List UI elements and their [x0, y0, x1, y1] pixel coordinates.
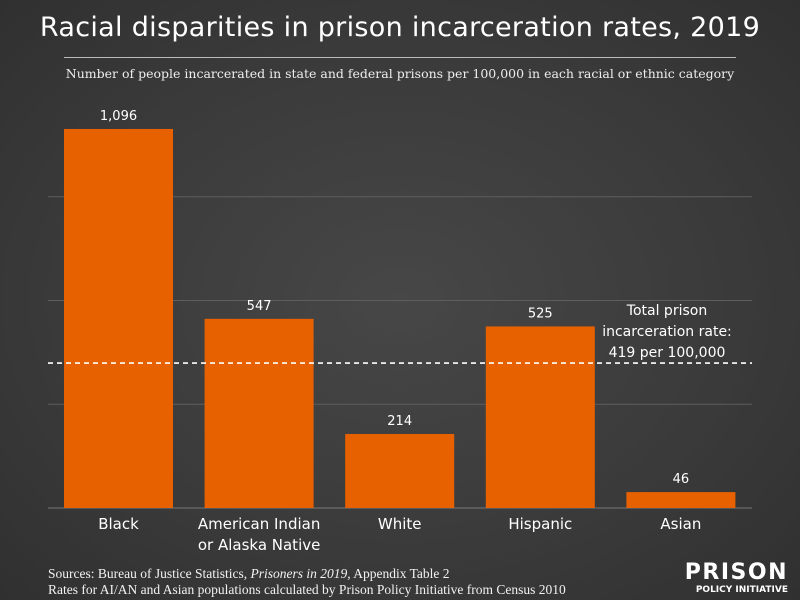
- category-label: White: [378, 515, 422, 533]
- title-divider: [64, 57, 736, 58]
- data-label: 525: [528, 306, 553, 321]
- sources-footer: Sources: Bureau of Justice Statistics, P…: [48, 566, 566, 598]
- sources-suffix: , Appendix Table 2: [347, 566, 450, 581]
- chart-subtitle: Number of people incarcerated in state a…: [65, 66, 735, 81]
- category-label: or Alaska Native: [198, 536, 321, 554]
- bar: [64, 128, 173, 508]
- logo-line2: POLICY INITIATIVE: [695, 585, 788, 595]
- bar: [345, 433, 455, 508]
- bar: [204, 318, 314, 508]
- sources-line: Sources: Bureau of Justice Statistics, P…: [48, 566, 566, 582]
- reference-label-line: Total prison: [626, 303, 708, 319]
- bar: [485, 326, 595, 508]
- category-label: Black: [98, 515, 139, 533]
- chart-title: Racial disparities in prison incarcerati…: [39, 12, 761, 43]
- reference-label-line: incarceration rate:: [602, 324, 732, 340]
- category-label: Hispanic: [508, 515, 572, 533]
- data-label: 46: [673, 472, 690, 487]
- prison-policy-initiative-logo: PRISON POLICY INITIATIVE: [685, 562, 788, 596]
- category-label: American Indian: [198, 515, 320, 533]
- sources-note: Rates for AI/AN and Asian populations ca…: [48, 582, 566, 597]
- logo-line1: PRISON: [684, 560, 788, 585]
- data-label: 214: [387, 414, 412, 429]
- category-label: Asian: [660, 515, 701, 533]
- sources-prefix: Sources: Bureau of Justice Statistics,: [48, 566, 251, 581]
- bar: [626, 492, 736, 508]
- data-label: 547: [247, 299, 272, 314]
- reference-line-label: Total prison incarceration rate: 419 per…: [592, 301, 742, 364]
- reference-label-line: 419 per 100,000: [608, 345, 726, 361]
- data-label: 1,096: [100, 109, 137, 124]
- sources-title: Prisoners in 2019: [250, 566, 348, 581]
